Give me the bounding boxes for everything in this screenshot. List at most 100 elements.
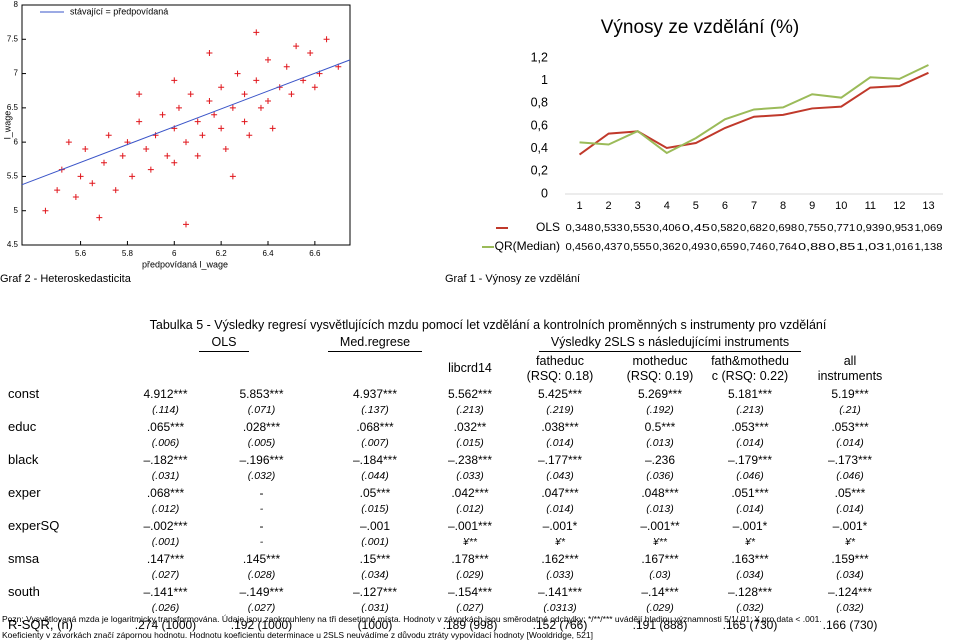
- se-cell: (.014): [736, 437, 764, 449]
- point: [54, 187, 61, 194]
- point: [283, 63, 290, 70]
- coef-cell: .274 (1000): [134, 617, 197, 632]
- se-cell: (.033): [546, 569, 574, 581]
- value-label: 0,406: [653, 222, 681, 234]
- row-label: experSQ: [8, 517, 60, 533]
- sub-header: fatheduc (RSQ: 0.18): [510, 352, 610, 386]
- row-label: exper: [8, 484, 41, 500]
- y-tick-label: 4.5: [7, 240, 19, 249]
- table-block: Tabulka 5 - Výsledky regresí vysvětlujíc…: [8, 318, 928, 633]
- se-cell: (.028): [247, 569, 276, 581]
- sub-header-line: (RSQ: 0.18): [526, 368, 594, 383]
- x-tick-label: 9: [809, 200, 815, 212]
- value-label: 0,682: [740, 222, 768, 234]
- coef-cell: 5.181***: [727, 386, 773, 401]
- value-label: 0,659: [711, 241, 739, 253]
- row-label: R-SQR, (n): [8, 616, 73, 632]
- coef-cell: .05***: [834, 485, 866, 500]
- se-cell: (.013): [646, 503, 674, 515]
- point: [147, 166, 154, 173]
- sub-header-line: fath&mothedu: [711, 353, 789, 368]
- value-label: 0,45: [682, 222, 710, 234]
- coef-cell: .038***: [541, 419, 579, 434]
- point: [323, 36, 330, 43]
- se-cell: (.014): [736, 503, 764, 515]
- point: [136, 91, 143, 98]
- point: [112, 187, 119, 194]
- se-cell: (.027): [456, 602, 484, 614]
- sub-header: all instruments: [790, 352, 910, 386]
- scatter-frame: [0, 0, 356, 262]
- x-tick-label: 10: [835, 200, 847, 212]
- value-label: 1,069: [914, 222, 942, 234]
- coef-cell: 5.19***: [831, 386, 869, 401]
- coef-cell: .068***: [356, 419, 394, 434]
- coef-row: const 4.912*** 5.853*** 4.937*** 5.562*** 5.4…: [8, 386, 910, 403]
- se-cell: (.029): [456, 569, 484, 581]
- group-header-text: OLS: [199, 334, 249, 352]
- se-cell: (.192): [646, 404, 674, 416]
- y-tick-label: 7.5: [7, 34, 19, 43]
- value-label: 0,437: [595, 241, 623, 253]
- results-table: OLS Med.regrese Výsledky 2SLS s následujíc…: [8, 334, 910, 633]
- row-label: smsa: [8, 550, 40, 566]
- subheader-row: libcrd14 fatheduc (RSQ: 0.18) motheduc (RSQ:…: [8, 352, 910, 386]
- coef-cell: -: [259, 518, 264, 533]
- coef-cell: .053***: [731, 419, 769, 434]
- row-label: black: [8, 451, 39, 467]
- x-tick-label: 6: [172, 249, 177, 258]
- se-cell: (.044): [361, 470, 389, 482]
- caption: Graf 1 - Výnosy ze vzdělání: [445, 273, 580, 285]
- se-cell: (.071): [247, 404, 276, 416]
- y-tick-label: 0: [541, 186, 548, 200]
- coef-cell: .068***: [146, 485, 185, 500]
- se-cell: (.006): [151, 437, 180, 449]
- point: [129, 173, 136, 180]
- coef-cell: –.14***: [641, 584, 679, 599]
- empty: [8, 534, 128, 551]
- sub-header-line: instruments: [817, 368, 883, 383]
- sub-header: motheduc (RSQ: 0.19): [610, 352, 710, 386]
- value-label: 0,582: [711, 222, 739, 234]
- sub-header-line: c (RSQ: 0.22): [711, 368, 789, 383]
- y-tick-label: 7: [14, 69, 19, 78]
- se-cell: (.015): [361, 503, 389, 515]
- scatter-plot-frame: [21, 4, 351, 246]
- point: [269, 125, 276, 132]
- se-cell: -: [259, 536, 264, 548]
- point: [143, 146, 150, 152]
- se-cell: (.046): [836, 470, 864, 482]
- value-label: 0,348: [566, 222, 594, 234]
- se-cell: (.033): [456, 470, 484, 482]
- point: [152, 132, 159, 139]
- point: [311, 84, 318, 91]
- se-cell: (.21): [839, 404, 861, 416]
- coef-cell: –.236: [644, 452, 676, 467]
- se-row: (.031) (.032) (.044) (.033) (.043) (.036) (.04…: [8, 468, 910, 485]
- point: [257, 104, 264, 111]
- coef-cell: –.001*: [542, 518, 578, 533]
- se-cell: (.046): [736, 470, 764, 482]
- value-label: 0,493: [682, 241, 710, 253]
- legend-label: OLS: [536, 220, 560, 234]
- se-cell: (.032): [836, 602, 864, 614]
- x-tick-label: 3: [635, 200, 641, 212]
- value-label: 0,362: [653, 241, 681, 253]
- y-tick-label: 1,2: [531, 50, 548, 64]
- point: [265, 56, 271, 63]
- coef-cell: -: [259, 485, 264, 500]
- coef-cell: –.002***: [143, 518, 188, 533]
- sub-header-line: motheduc: [632, 353, 688, 368]
- se-row: (.006) (.005) (.007) (.015) (.014) (.013) (.01…: [8, 435, 910, 452]
- coef-row: black –.182*** –.196*** –.184*** –.238*** –.1…: [8, 452, 910, 469]
- se-row: (.027) (.028) (.034) (.029) (.033) (.03) (.034…: [8, 567, 910, 584]
- se-row: (.001) - (.001) ¥** ¥* ¥** ¥* ¥*: [8, 534, 910, 551]
- point: [164, 152, 171, 159]
- coef-cell: .163***: [731, 551, 769, 566]
- point: [175, 104, 182, 111]
- point: [229, 173, 236, 180]
- coef-cell: –.196***: [239, 452, 284, 467]
- y-tick-label: 6: [14, 137, 19, 146]
- coef-cell: –.182***: [143, 452, 188, 467]
- coef-cell: .159***: [831, 551, 869, 566]
